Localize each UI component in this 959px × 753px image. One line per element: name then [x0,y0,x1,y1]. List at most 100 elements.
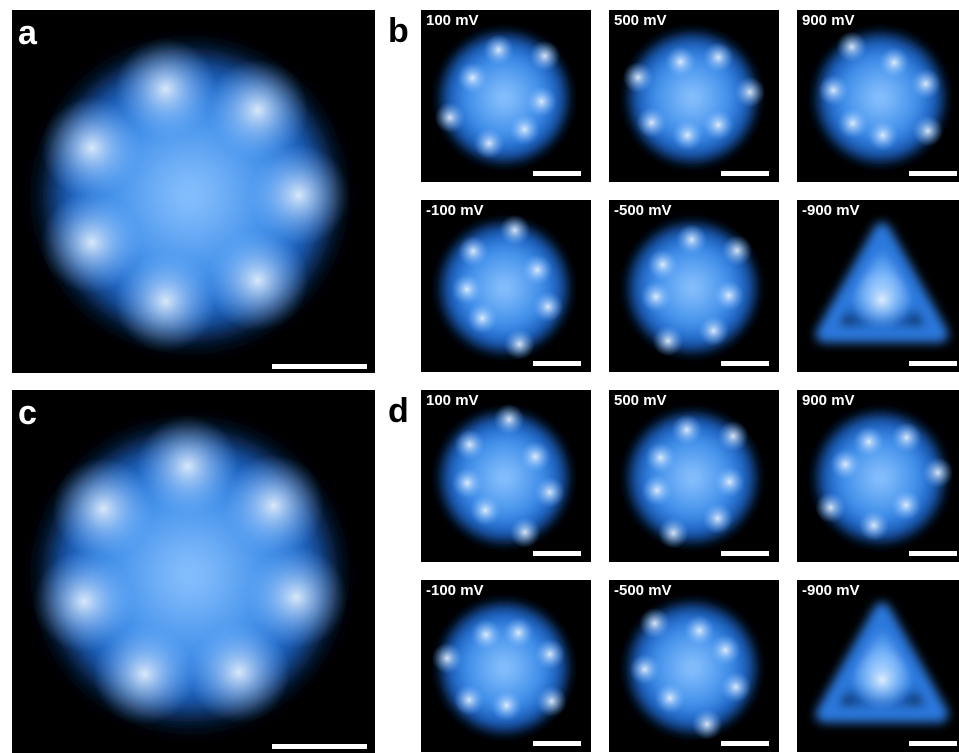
spot [830,449,861,480]
spot [452,468,483,499]
spot [851,269,912,331]
spot [676,224,707,255]
scale-bar [909,551,957,556]
spot [223,455,325,557]
spot [534,477,565,508]
scale-bar [909,741,957,746]
spot [655,683,686,714]
stm-image: a [12,10,375,373]
spot [494,404,525,435]
scale-bar [721,551,769,556]
spot [526,86,557,117]
voltage-label: -500 mV [614,202,672,219]
voltage-label: -100 mV [426,582,484,599]
spot [535,639,566,670]
spot [868,120,899,151]
spot [504,329,535,360]
stm-image: -500 mV [609,200,779,372]
stm-image: 100 mV [421,390,591,562]
stm-image: -100 mV [421,200,591,372]
stm-image: -100 mV [421,580,591,752]
spot [432,643,463,674]
spot [815,492,846,523]
stm-image: 100 mV [421,10,591,182]
scale-bar [721,741,769,746]
spot [457,62,488,93]
spot [642,475,673,506]
spot [207,229,309,331]
spot [458,236,489,267]
stm-image-graphic [421,200,591,372]
spot [911,68,942,99]
scale-bar [721,171,769,176]
stm-image-graphic [797,390,959,562]
spot [454,429,485,460]
spot [520,441,551,472]
spot [536,686,567,717]
scale-bar [272,364,367,369]
stm-image: 900 mV [797,390,959,562]
spot [721,672,752,703]
stm-image-graphic [609,390,779,562]
spot [454,685,485,716]
spot [529,40,560,71]
spot [859,510,890,541]
stm-image: -500 mV [609,580,779,752]
spot [703,109,734,140]
stm-image: c [12,390,375,753]
scale-bar [909,361,957,366]
stm-image-graphic [421,580,591,752]
stm-image-graphic [609,580,779,752]
spot [714,466,745,497]
stm-image-graphic [609,200,779,372]
spot [891,422,922,453]
scale-bar [533,551,581,556]
spot [510,517,541,548]
spot [33,551,135,653]
voltage-label: 500 mV [614,12,667,29]
spot [891,490,922,521]
stm-image: 500 mV [609,10,779,182]
spot [500,215,531,246]
spot [207,59,309,161]
spot [818,75,849,106]
spot [474,128,505,159]
spot [879,47,910,78]
spot [702,503,733,534]
stm-image: -900 mV [797,580,959,752]
voltage-label: 500 mV [614,392,667,409]
spot [636,107,667,138]
scale-bar [272,744,367,749]
scale-bar [533,171,581,176]
spot [467,303,498,334]
figure: ab 100 mV 500 mV 900 mV -100 mV -500 mV -900 m… [0,0,959,753]
voltage-label: -900 mV [802,582,860,599]
spot [854,426,885,457]
spot [837,108,868,139]
voltage-label: 100 mV [426,12,479,29]
spot [698,315,729,346]
spot [522,254,553,285]
spot [647,249,678,280]
voltage-label: -100 mV [426,202,484,219]
panel-letter: b [388,14,409,48]
spot [645,442,676,473]
scale-bar [909,171,957,176]
spot [714,280,745,311]
spot [470,495,501,526]
spot [533,291,564,322]
voltage-label: 900 mV [802,12,855,29]
spot [188,621,290,723]
spot [471,619,502,650]
spot [710,635,741,666]
spot [665,46,696,77]
stm-image: 500 mV [609,390,779,562]
stm-image-graphic [421,10,591,182]
spot [509,114,540,145]
spot [115,38,217,140]
stm-image-graphic [609,10,779,182]
stm-image-graphic [797,10,959,182]
spot [703,42,734,73]
spot [639,608,670,639]
spot [623,62,654,93]
